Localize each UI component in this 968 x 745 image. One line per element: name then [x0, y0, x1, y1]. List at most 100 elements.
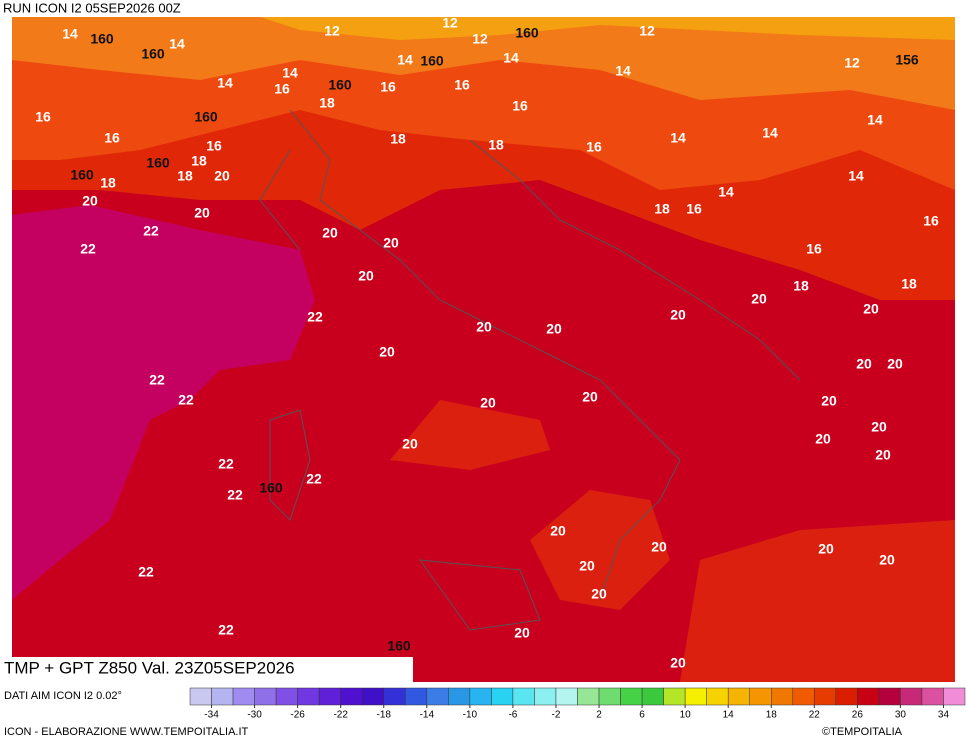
temperature-label: 22	[138, 564, 154, 580]
temperature-label: 16	[454, 77, 470, 93]
colorbar-swatch	[211, 687, 234, 706]
temperature-label: 14	[169, 36, 185, 52]
temperature-label: 18	[100, 175, 116, 191]
temperature-label: 16	[380, 79, 396, 95]
temperature-label: 22	[80, 241, 96, 257]
temperature-label: 20	[402, 436, 418, 452]
temperature-label: 16	[104, 130, 120, 146]
temperature-label: 20	[546, 321, 562, 337]
temperature-label: 14	[762, 125, 778, 141]
temperature-label: 20	[591, 586, 607, 602]
colorbar-swatch	[340, 687, 363, 706]
temperature-label: 22	[178, 392, 194, 408]
temperature-label: 14	[867, 112, 883, 128]
temperature-label: 20	[322, 225, 338, 241]
colorbar-tick-label: 26	[852, 710, 864, 721]
colorbar-swatch	[426, 687, 449, 706]
colorbar-swatch	[512, 687, 535, 706]
colorbar-swatch	[254, 687, 277, 706]
colorbar-swatch	[900, 687, 923, 706]
colorbar-tick-label: -2	[552, 710, 561, 721]
colorbar-swatch	[943, 687, 966, 706]
colorbar-swatch	[663, 687, 686, 706]
temperature-label: 20	[194, 205, 210, 221]
title-box	[0, 657, 413, 682]
temperature-label: 12	[472, 31, 488, 47]
temperature-label: 18	[390, 131, 406, 147]
colorbar-tick-label: 18	[766, 710, 778, 721]
colorbar-swatch	[318, 687, 341, 706]
copyright: ©TEMPOITALIA	[822, 726, 903, 738]
geopotential-label: 160	[146, 155, 170, 171]
colorbar-tick-label: 6	[639, 710, 645, 721]
colorbar-swatch	[361, 687, 385, 706]
temperature-label: 18	[793, 278, 809, 294]
temperature-label: 22	[306, 471, 322, 487]
data-source: DATI AIM ICON I2 0.02°	[4, 690, 122, 702]
temperature-label: 18	[177, 168, 193, 184]
map-title: TMP + GPT Z850 Val. 23Z05SEP2026	[4, 658, 295, 677]
temperature-label: 20	[476, 319, 492, 335]
geopotential-label: 160	[515, 25, 539, 41]
colorbar-swatch	[835, 687, 858, 706]
colorbar-swatch	[792, 687, 815, 706]
colorbar-swatch	[232, 687, 255, 706]
temperature-label: 14	[718, 184, 734, 200]
colorbar-swatch	[297, 687, 320, 706]
run-info: RUN ICON I2 05SEP2026 00Z	[3, 0, 181, 15]
temperature-label: 20	[815, 431, 831, 447]
temp-zone	[260, 17, 955, 40]
colorbar-swatch	[275, 687, 298, 706]
geopotential-label: 160	[194, 109, 218, 125]
colorbar-swatch	[555, 687, 578, 706]
geopotential-label: 160	[259, 480, 283, 496]
colorbar-tick-label: 22	[809, 710, 821, 721]
colorbar-swatch	[383, 687, 406, 706]
colorbar-tick-label: 14	[723, 710, 735, 721]
temperature-label: 18	[488, 137, 504, 153]
colorbar-tick-label: -14	[420, 710, 435, 721]
coastline	[259, 109, 801, 601]
colorbar-tick-label: -26	[290, 710, 305, 721]
geopotential-label: 160	[141, 46, 165, 62]
colorbar-tick-label: 2	[596, 710, 602, 721]
temperature-label: 14	[670, 130, 686, 146]
colorbar-swatch	[534, 687, 557, 706]
temperature-label: 10	[575, 2, 591, 18]
colorbar-swatch	[598, 687, 621, 706]
temperature-label: 22	[149, 372, 165, 388]
temperature-label: 14	[217, 75, 233, 91]
temp-zone	[530, 490, 670, 610]
temperature-label: 20	[863, 301, 879, 317]
colorbar-tick-label: 10	[680, 710, 692, 721]
colorbar-swatch	[448, 687, 471, 706]
temperature-label: 14	[282, 65, 298, 81]
temperature-label: 18	[319, 95, 335, 111]
temperature-label: 20	[579, 558, 595, 574]
temperature-label: 16	[512, 98, 528, 114]
temperature-label: 18	[191, 153, 207, 169]
temperature-label: 18	[901, 276, 917, 292]
colorbar-swatch	[857, 687, 880, 706]
colorbar-swatch	[814, 687, 837, 706]
colorbar-swatch	[749, 687, 772, 706]
temperature-label: 20	[751, 291, 767, 307]
temperature-label: 16	[923, 213, 939, 229]
coastline	[269, 409, 541, 631]
temperature-label: 20	[383, 235, 399, 251]
temperature-label: 22	[143, 223, 159, 239]
temperature-label: 20	[214, 168, 230, 184]
credit: ICON - ELABORAZIONE WWW.TEMPOITALIA.IT	[4, 726, 249, 738]
temp-zone	[390, 400, 550, 470]
geopotential-label: 160	[90, 31, 114, 47]
temperature-label: 12	[442, 15, 458, 31]
temperature-label: 14	[848, 168, 864, 184]
temperature-label: 14	[615, 63, 631, 79]
temperature-label: 16	[806, 241, 822, 257]
temperature-label: 20	[821, 393, 837, 409]
temperature-label: 20	[670, 307, 686, 323]
temperature-label: 12	[324, 23, 340, 39]
geopotential-label: 160	[70, 167, 94, 183]
